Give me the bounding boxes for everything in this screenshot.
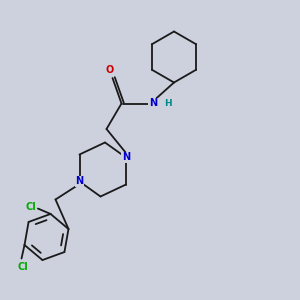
Text: H: H [164,99,172,108]
Text: Cl: Cl [18,262,28,272]
Text: N: N [149,98,157,109]
Text: Cl: Cl [26,202,37,212]
Text: N: N [75,176,84,187]
Text: N: N [122,152,130,163]
Text: O: O [105,64,114,75]
